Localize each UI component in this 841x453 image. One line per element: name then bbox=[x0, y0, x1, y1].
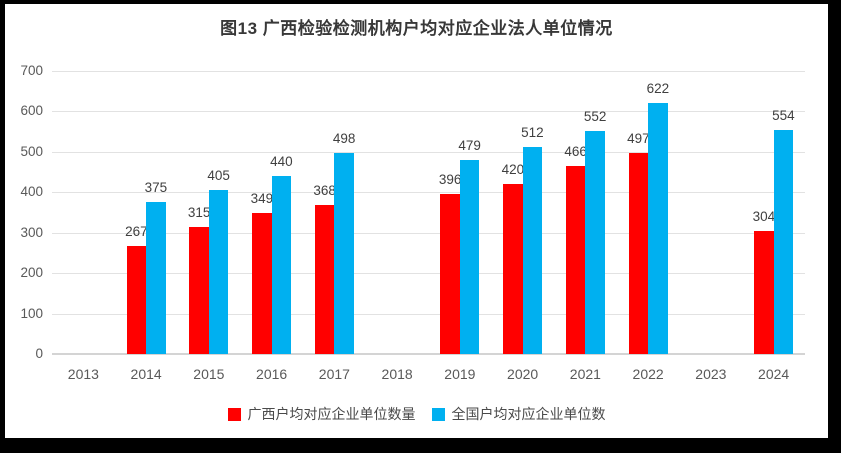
data-label: 368 bbox=[313, 183, 336, 199]
national-bar-2016 bbox=[271, 176, 292, 354]
y-axis-tick-label: 300 bbox=[20, 224, 43, 240]
legend-swatch-red bbox=[227, 407, 241, 421]
chart-title: 图13 广西检验检测机构户均对应企业法人单位情况 bbox=[220, 19, 613, 38]
data-label: 267 bbox=[125, 224, 148, 240]
data-label: 304 bbox=[752, 209, 776, 225]
legend-label: 全国户均对应企业单位数 bbox=[451, 406, 606, 422]
gridline bbox=[52, 313, 805, 315]
data-label: 440 bbox=[270, 154, 293, 170]
guangxi-bar-2024 bbox=[754, 231, 774, 354]
gridline bbox=[52, 232, 805, 234]
gridline bbox=[52, 192, 805, 194]
national-bar-2015 bbox=[208, 190, 229, 354]
x-axis-tick-label: 2018 bbox=[381, 366, 413, 382]
legend-item: 广西户均对应企业单位数量 bbox=[227, 404, 416, 424]
national-bar-2019 bbox=[459, 160, 480, 354]
guangxi-bar-2020 bbox=[503, 184, 523, 354]
data-label: 479 bbox=[458, 138, 481, 154]
guangxi-bar-2022 bbox=[628, 153, 649, 354]
chart-panel: 图13 广西检验检测机构户均对应企业法人单位情况 0 100 200 300 400 50… bbox=[5, 4, 828, 438]
x-axis-tick-label: 2020 bbox=[507, 366, 539, 382]
data-label: 396 bbox=[438, 171, 462, 187]
data-label: 497 bbox=[627, 131, 650, 147]
data-label: 420 bbox=[501, 162, 525, 178]
x-axis-tick-label: 2015 bbox=[193, 366, 225, 382]
data-label: 405 bbox=[207, 168, 230, 184]
data-label: 622 bbox=[646, 80, 670, 96]
data-label: 552 bbox=[583, 108, 607, 124]
national-bar-2021 bbox=[585, 130, 605, 354]
x-axis-tick-label: 2013 bbox=[67, 366, 99, 382]
guangxi-bar-2017 bbox=[314, 205, 335, 354]
y-axis-tick-label: 500 bbox=[20, 143, 43, 159]
x-axis-line bbox=[52, 353, 805, 355]
x-axis-tick-label: 2023 bbox=[695, 366, 727, 382]
x-axis-tick-label: 2022 bbox=[632, 366, 664, 382]
y-axis-tick-label: 100 bbox=[20, 305, 43, 321]
national-bar-2017 bbox=[334, 152, 354, 354]
data-label: 498 bbox=[332, 130, 356, 146]
x-axis-tick-label: 2019 bbox=[444, 366, 476, 382]
x-axis-tick-label: 2021 bbox=[569, 366, 601, 382]
x-axis-tick-label: 2016 bbox=[256, 366, 288, 382]
gridline bbox=[52, 71, 805, 72]
x-axis-tick-label: 2014 bbox=[130, 366, 162, 382]
data-label: 315 bbox=[187, 204, 211, 220]
legend-label: 广西户均对应企业单位数量 bbox=[247, 406, 416, 422]
national-bar-2024 bbox=[773, 130, 794, 354]
gridline bbox=[52, 111, 805, 113]
guangxi-bar-2021 bbox=[565, 165, 586, 354]
gridline bbox=[52, 151, 805, 153]
data-label: 375 bbox=[144, 180, 168, 196]
y-axis-tick-label: 700 bbox=[20, 63, 43, 78]
legend-swatch-blue bbox=[431, 407, 445, 421]
guangxi-bar-2019 bbox=[440, 193, 460, 354]
y-axis-tick-label: 400 bbox=[20, 184, 43, 200]
national-bar-2014 bbox=[146, 202, 166, 354]
chart-legend: 广西户均对应企业单位数量 全国户均对应企业单位数 bbox=[5, 404, 828, 424]
guangxi-bar-2015 bbox=[189, 226, 209, 354]
national-bar-2022 bbox=[648, 102, 668, 354]
data-label: 466 bbox=[564, 143, 587, 159]
guangxi-bar-2014 bbox=[126, 246, 147, 354]
gridline bbox=[52, 273, 805, 275]
national-bar-2020 bbox=[522, 147, 543, 354]
y-axis-tick-label: 600 bbox=[20, 103, 43, 119]
x-axis-tick-label: 2017 bbox=[318, 366, 350, 382]
legend-item: 全国户均对应企业单位数 bbox=[431, 404, 606, 424]
data-label: 554 bbox=[772, 108, 795, 124]
guangxi-bar-2016 bbox=[252, 212, 272, 354]
y-axis-tick-label: 200 bbox=[20, 265, 43, 281]
y-axis-tick-label: 0 bbox=[35, 346, 43, 361]
x-axis-tick-label: 2024 bbox=[758, 366, 790, 382]
data-label: 349 bbox=[250, 190, 274, 206]
data-label: 512 bbox=[521, 125, 544, 140]
